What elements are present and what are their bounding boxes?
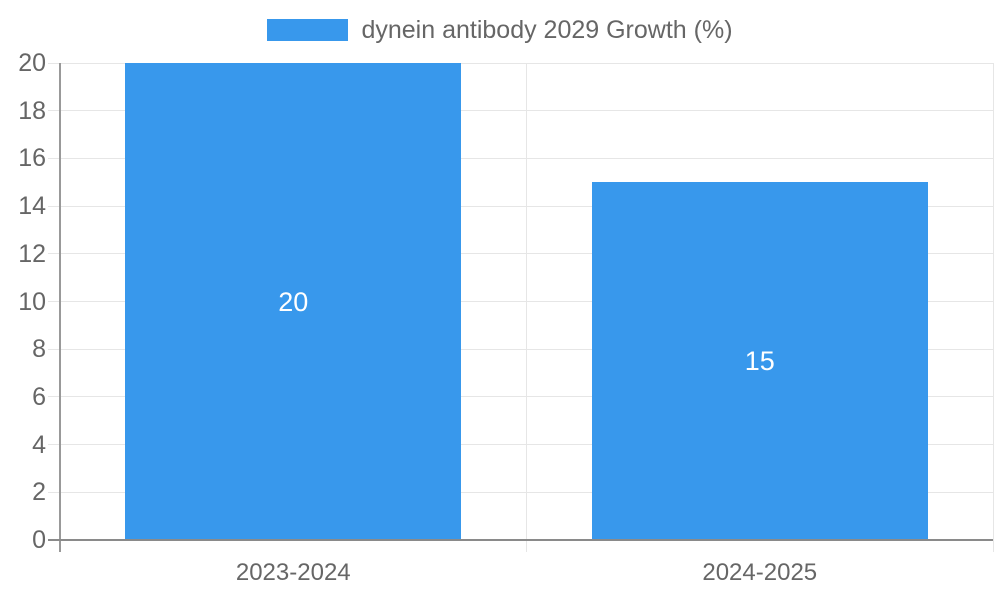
x-axis-baseline [48,539,993,541]
y-tick-label: 20 [18,49,46,77]
y-tick-label: 18 [18,96,46,125]
bar [591,182,928,540]
y-axis-line [59,63,61,552]
y-gridline [48,253,993,255]
bar [125,63,462,540]
y-gridline [48,301,993,302]
y-tick-label: 12 [18,239,46,268]
y-gridline [48,62,993,64]
x-axis-label: 2023-2024 [235,559,351,586]
y-tick-label: 6 [32,382,46,411]
y-tick-label: 8 [32,335,46,364]
y-tick-label: 4 [32,430,46,459]
x-axis-label: 2024-2025 [702,559,818,586]
chart-legend[interactable]: dynein antibody 2029 Growth (%) [0,16,1000,44]
y-tick-label: 2 [32,478,46,507]
category-gridline [992,63,994,552]
y-gridline [48,396,993,398]
y-tick-label: 10 [18,287,46,316]
category-gridline [526,63,527,552]
y-tick-label: 16 [18,144,46,173]
bar-value-label: 15 [744,346,775,377]
y-gridline [48,157,993,159]
y-gridline [48,110,993,112]
legend-label: dynein antibody 2029 Growth (%) [361,16,733,44]
legend-swatch [267,19,349,41]
y-gridline [48,205,993,207]
y-gridline [48,491,993,493]
bar-value-label: 20 [278,286,309,317]
y-gridline [48,444,993,446]
y-tick-label: 0 [32,526,46,554]
y-tick-label: 14 [18,192,46,221]
y-gridline [48,348,993,350]
